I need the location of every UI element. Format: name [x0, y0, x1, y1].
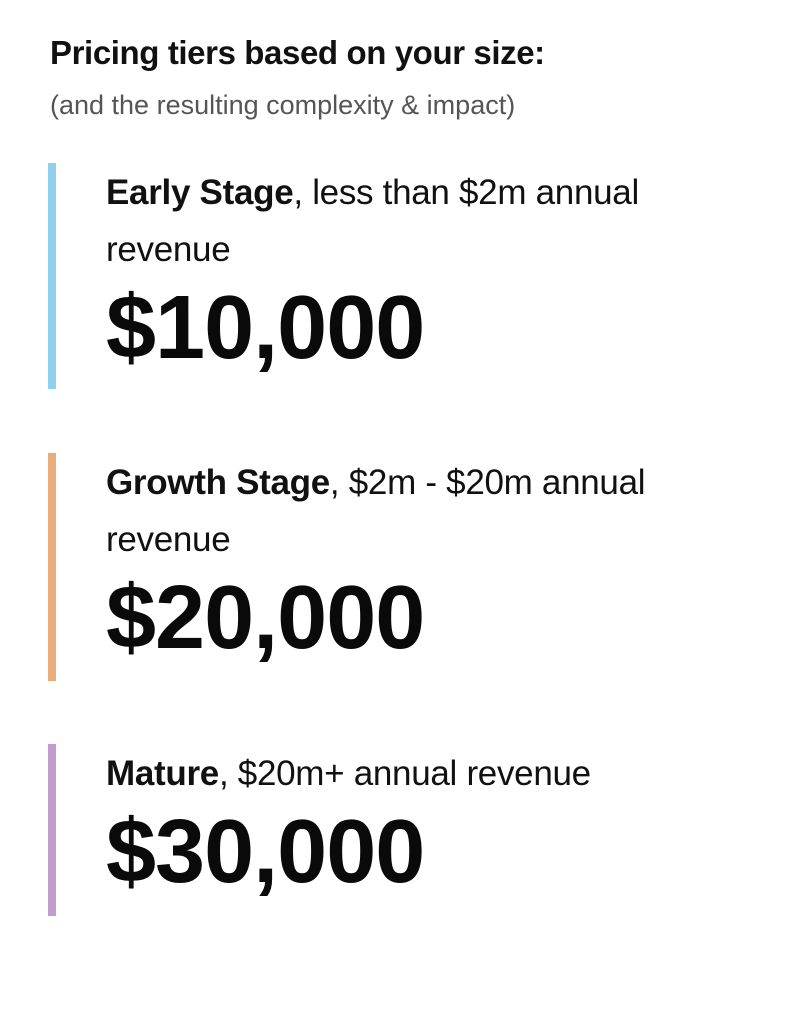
tier-description-line: Mature, $20m+ annual revenue — [106, 745, 748, 802]
tier-description: , $2m - $20m annual revenue — [106, 463, 646, 559]
tier-description: , less than $2m annual revenue — [106, 173, 639, 269]
tier-price: $20,000 — [106, 568, 425, 668]
tier-name: Mature — [106, 754, 219, 793]
tier-content: Growth Stage, $2m - $20m annual revenue … — [106, 453, 748, 666]
tier-early-stage: Early Stage, less than $2m annual revenu… — [48, 163, 748, 389]
tier-description-line: Growth Stage, $2m - $20m annual revenue — [106, 454, 748, 568]
page-subheading: (and the resulting complexity & impact) — [50, 90, 516, 120]
tier-accent-bar — [48, 744, 56, 916]
tier-accent-bar — [48, 453, 56, 681]
page-heading: Pricing tiers based on your size: — [50, 34, 545, 71]
tier-accent-bar — [48, 163, 56, 389]
tier-description: , $20m+ annual revenue — [218, 754, 591, 793]
tier-growth-stage: Growth Stage, $2m - $20m annual revenue … — [48, 453, 748, 681]
tier-name: Early Stage — [106, 173, 294, 212]
tier-description-line: Early Stage, less than $2m annual revenu… — [106, 164, 748, 278]
tier-price: $10,000 — [106, 278, 425, 378]
tier-name: Growth Stage — [106, 463, 330, 502]
tier-content: Mature, $20m+ annual revenue $30,000 — [106, 744, 748, 900]
tier-price: $30,000 — [106, 802, 425, 902]
tier-content: Early Stage, less than $2m annual revenu… — [106, 163, 748, 376]
tier-mature: Mature, $20m+ annual revenue $30,000 — [48, 744, 748, 916]
